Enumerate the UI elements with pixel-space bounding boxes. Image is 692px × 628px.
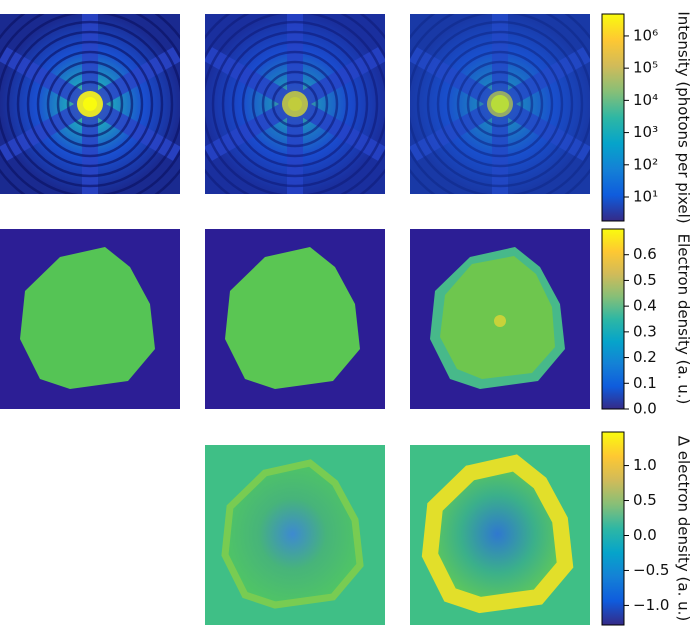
colorbar: [601, 228, 625, 410]
colorbar-tick-label: 0.4: [633, 297, 657, 315]
colorbar-label: Electron density (a. u.): [675, 234, 692, 405]
colorbar-tick-label: 10⁵: [633, 59, 658, 77]
colorbar-tick-label: 0.5: [633, 491, 657, 509]
colorbar-label: Δ electron density (a. u.): [675, 436, 692, 622]
colorbar-tick-label: 10⁶: [633, 26, 658, 44]
colorbar-tick-label: 0.1: [633, 374, 657, 392]
colorbar: [601, 431, 625, 626]
colorbar-tick-label: 0.6: [633, 245, 657, 263]
difference-panel: [410, 445, 590, 625]
density-panel: [410, 229, 590, 409]
colorbar: [601, 13, 625, 222]
colorbar-tick-label: 0.3: [633, 322, 657, 340]
difference-panel: [205, 445, 385, 625]
colorbar-tick-label: 0.5: [633, 271, 657, 289]
diffraction-panel: [0, 0, 202, 216]
colorbar-tick-label: 1.0: [633, 456, 657, 474]
colorbar-tick-label: 0.0: [633, 526, 657, 544]
colorbar-label: Intensity (photons per pixel): [675, 11, 692, 223]
diffraction-panel: [410, 14, 590, 194]
colorbar-tick-label: −1.0: [633, 596, 669, 614]
density-panel: [205, 229, 385, 409]
colorbar-tick-label: 10³: [633, 123, 658, 141]
colorbar-tick-label: 10⁴: [633, 91, 658, 109]
colorbar-tick-label: −0.5: [633, 561, 669, 579]
colorbar-tick-label: 0.0: [633, 400, 657, 418]
colorbar-tick-label: 10¹: [633, 188, 658, 206]
density-panel: [0, 229, 180, 409]
diffraction-panel: [205, 14, 385, 194]
colorbar-tick-label: 0.2: [633, 348, 657, 366]
colorbar-tick-label: 10²: [633, 155, 658, 173]
